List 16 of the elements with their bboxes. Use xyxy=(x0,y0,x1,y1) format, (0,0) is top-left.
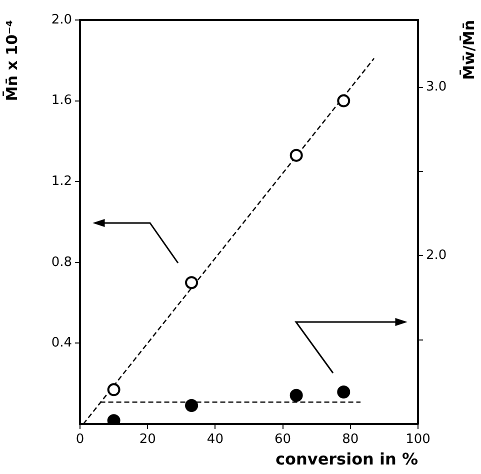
y-tick-label: 0.4 xyxy=(51,336,72,351)
y2-tick-label: 2.0 xyxy=(426,248,447,264)
y2-tick-label: 3.0 xyxy=(426,80,447,95)
x-tick-label: 100 xyxy=(406,432,430,448)
x-tick-label: 20 xyxy=(139,432,156,448)
x-axis-title: conversion in % xyxy=(276,450,418,469)
y-axis-title: M̄n̄ x 10⁻⁴ xyxy=(2,20,21,102)
x-tick-label: 80 xyxy=(342,432,359,448)
y-tick-label: 1.2 xyxy=(51,174,72,189)
x-tick-label: 0 xyxy=(76,432,84,448)
y2-axis-title: M̄w̄/M̄n̄ xyxy=(459,20,478,80)
y-tick-label: 1.6 xyxy=(51,93,72,108)
y-tick-label: 0.8 xyxy=(51,254,72,270)
y-tick-label: 2.0 xyxy=(51,12,72,28)
x-tick-label: 40 xyxy=(206,432,224,448)
x-tick-label: 60 xyxy=(274,432,292,448)
